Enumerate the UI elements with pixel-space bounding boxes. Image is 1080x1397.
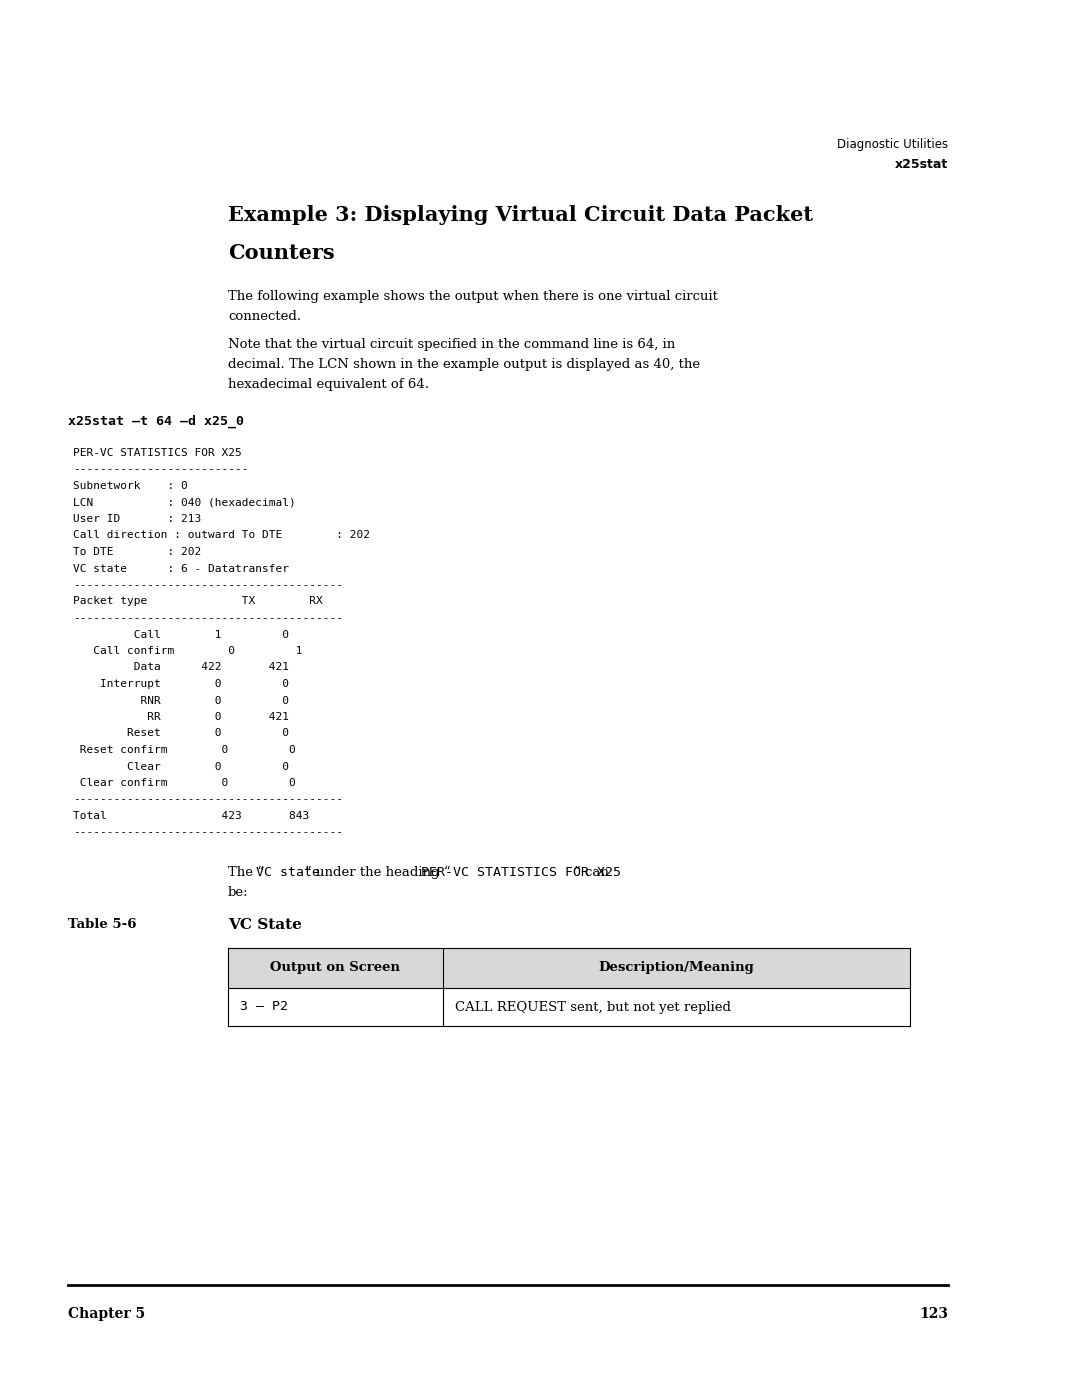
Text: Reset        0         0: Reset 0 0 xyxy=(73,728,289,739)
Text: PER-VC STATISTICS FOR X25: PER-VC STATISTICS FOR X25 xyxy=(421,866,621,879)
Text: RNR        0         0: RNR 0 0 xyxy=(73,696,289,705)
Text: ----------------------------------------: ---------------------------------------- xyxy=(73,613,343,623)
Text: Table 5-6: Table 5-6 xyxy=(68,918,136,930)
Text: Diagnostic Utilities: Diagnostic Utilities xyxy=(837,138,948,151)
Text: ----------------------------------------: ---------------------------------------- xyxy=(73,827,343,837)
Text: Example 3: Displaying Virtual Circuit Data Packet: Example 3: Displaying Virtual Circuit Da… xyxy=(228,205,813,225)
Text: To DTE        : 202: To DTE : 202 xyxy=(73,548,201,557)
Text: VC State: VC State xyxy=(228,918,302,932)
Text: hexadecimal equivalent of 64.: hexadecimal equivalent of 64. xyxy=(228,379,429,391)
Text: Call direction : outward To DTE        : 202: Call direction : outward To DTE : 202 xyxy=(73,531,370,541)
Text: connected.: connected. xyxy=(228,310,301,323)
Text: ----------------------------------------: ---------------------------------------- xyxy=(73,580,343,590)
Text: x25stat: x25stat xyxy=(894,158,948,170)
Text: VC state      : 6 - Datatransfer: VC state : 6 - Datatransfer xyxy=(73,563,289,574)
Text: LCN           : 040 (hexadecimal): LCN : 040 (hexadecimal) xyxy=(73,497,296,507)
Text: Subnetwork    : 0: Subnetwork : 0 xyxy=(73,481,188,490)
Text: The following example shows the output when there is one virtual circuit: The following example shows the output w… xyxy=(228,291,718,303)
Text: Total                 423       843: Total 423 843 xyxy=(73,812,309,821)
Text: RR        0       421: RR 0 421 xyxy=(73,712,289,722)
Text: PER-VC STATISTICS FOR X25: PER-VC STATISTICS FOR X25 xyxy=(73,448,242,458)
Text: The “: The “ xyxy=(228,866,265,879)
Text: Reset confirm        0         0: Reset confirm 0 0 xyxy=(73,745,296,754)
Text: be:: be: xyxy=(228,886,248,900)
Text: --------------------------: -------------------------- xyxy=(73,464,248,475)
Text: Interrupt        0         0: Interrupt 0 0 xyxy=(73,679,289,689)
Text: Chapter 5: Chapter 5 xyxy=(68,1308,145,1322)
Text: ----------------------------------------: ---------------------------------------- xyxy=(73,795,343,805)
Text: ” can: ” can xyxy=(573,866,608,879)
Text: Call        1         0: Call 1 0 xyxy=(73,630,289,640)
Text: User ID       : 213: User ID : 213 xyxy=(73,514,201,524)
Text: Counters: Counters xyxy=(228,243,335,263)
Text: decimal. The LCN shown in the example output is displayed as 40, the: decimal. The LCN shown in the example ou… xyxy=(228,358,700,372)
Text: Output on Screen: Output on Screen xyxy=(270,961,401,975)
Text: ” under the heading “: ” under the heading “ xyxy=(305,866,450,879)
Text: Data      422       421: Data 422 421 xyxy=(73,662,289,672)
Text: 3 – P2: 3 – P2 xyxy=(240,1000,288,1013)
Text: CALL REQUEST sent, but not yet replied: CALL REQUEST sent, but not yet replied xyxy=(455,1000,731,1013)
Text: x25stat –t 64 –d x25_0: x25stat –t 64 –d x25_0 xyxy=(68,415,244,429)
Bar xyxy=(228,949,910,988)
Text: Packet type              TX        RX: Packet type TX RX xyxy=(73,597,323,606)
Text: 123: 123 xyxy=(919,1308,948,1322)
Text: Clear        0         0: Clear 0 0 xyxy=(73,761,289,771)
Text: Description/Meaning: Description/Meaning xyxy=(598,961,754,975)
Text: VC state: VC state xyxy=(256,866,320,879)
Text: Call confirm        0         1: Call confirm 0 1 xyxy=(73,645,302,657)
Text: Note that the virtual circuit specified in the command line is 64, in: Note that the virtual circuit specified … xyxy=(228,338,675,351)
Text: Clear confirm        0         0: Clear confirm 0 0 xyxy=(73,778,296,788)
